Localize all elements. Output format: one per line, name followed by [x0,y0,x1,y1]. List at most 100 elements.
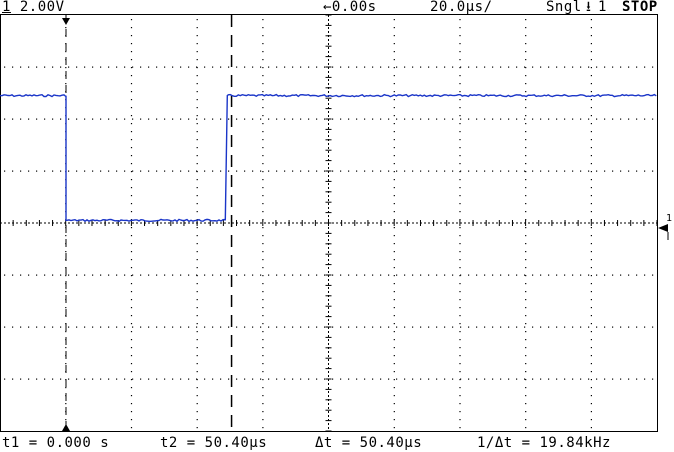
grid-dot [12,274,14,276]
grid-dot [525,275,527,277]
grid-dot [65,275,67,277]
grid-dot [60,170,62,172]
grid-dot [65,419,67,421]
grid-dot [412,170,414,172]
grid-dot [348,326,350,328]
grid-dot [380,326,382,328]
grid-dot [196,371,198,373]
grid-dot [180,66,182,68]
grid-dot [262,427,264,429]
grid-dot [130,291,133,293]
trigger-edge-icon: ⭳ [586,0,592,15]
grid-dot [596,326,598,328]
grid-dot [276,378,278,380]
grid-dot [68,170,70,172]
grid-dot [388,170,390,172]
grid-dot [196,83,198,85]
grid-dot [590,387,592,389]
grid-dot [76,66,78,68]
grid-dot [220,170,222,172]
center-axes [0,14,658,432]
grid-dot [556,118,558,120]
grid-dot [459,187,461,189]
grid-dot [444,274,446,276]
grid-dot [590,419,592,421]
grid-dot [348,378,350,380]
grid-dot [468,274,470,276]
grid-dot [364,118,366,120]
grid-dot [140,118,142,120]
grid-dot [612,274,614,276]
grid-dot [508,326,510,328]
grid-dot [196,379,198,381]
grid-dot [364,274,366,276]
grid-dot [516,378,518,380]
grid-dot [460,66,462,68]
grid-dot [459,307,461,309]
grid-dot [196,179,198,181]
grid-dot [596,66,598,68]
grid-dot [393,387,395,389]
grid-dot [393,243,395,245]
grid-dot [116,326,118,328]
grid-dot [262,339,264,341]
grid-dot [196,427,198,429]
grid-dot [393,227,395,229]
grid-dot [60,118,62,120]
grid-dot [588,66,590,68]
grid-dot [132,326,134,328]
grid-dot [92,118,94,120]
grid-dot [130,91,133,93]
grid-dot [348,170,350,172]
grid-dot [276,66,278,68]
grid-dot [484,326,486,328]
grid-dot [196,75,198,77]
grid-dot [68,274,70,276]
grid-dot [590,315,592,317]
grid-dot [100,66,102,68]
grid-dot [156,66,158,68]
grid-dot [348,66,350,68]
grid-dot [393,307,395,309]
grid-dot [204,66,206,68]
grid-dot [276,118,278,120]
grid-dot [396,326,398,328]
grid-dot [252,378,254,380]
grid-dot [604,170,606,172]
grid-dot [436,378,438,380]
grid-dot [196,275,198,277]
grid-dot [12,118,14,120]
grid-dot [188,118,190,120]
grid-dot [393,163,395,165]
grid-dot [262,59,264,61]
grid-dot [620,170,622,172]
grid-dot [262,147,264,149]
grid-dot [548,170,550,172]
grid-dot [60,326,62,328]
grid-dot [130,283,133,285]
grid-dot [396,66,398,68]
grid-dot [244,66,246,68]
grid-dot [500,274,502,276]
grid-dot [612,378,614,380]
grid-dot [393,171,395,173]
grid-dot [525,131,527,133]
grid-dot [590,211,592,213]
grid-dot [532,118,534,120]
grid-dot [459,251,461,253]
grid-dot [516,66,518,68]
grid-dot [130,363,133,365]
grid-dot [220,326,222,328]
grid-dot [590,411,592,413]
grid-dot [4,118,6,120]
grid-dot [364,326,366,328]
grid-dot [130,339,133,341]
grid-dot [590,331,592,333]
grid-dot [540,170,542,172]
grid-dot [476,170,478,172]
grid-dot [262,187,264,189]
grid-dot [590,107,592,109]
grid-dot [508,66,510,68]
grid-dot [196,35,198,37]
grid-dot [262,91,264,93]
